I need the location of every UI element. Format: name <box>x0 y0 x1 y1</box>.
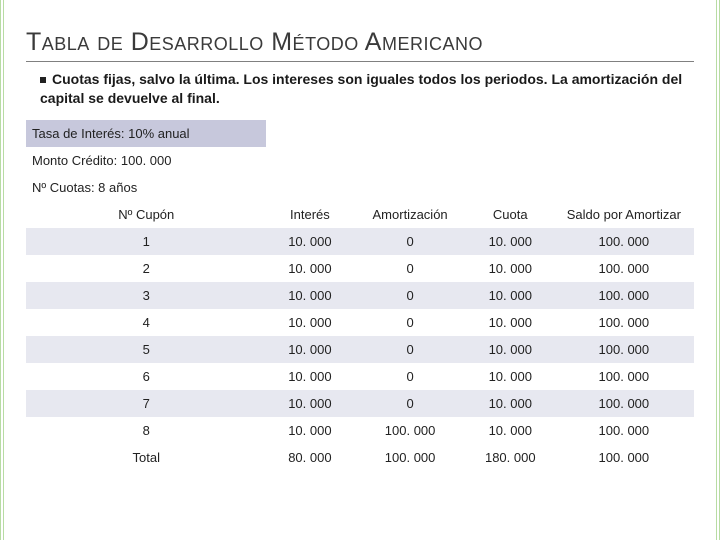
blank-cell <box>467 120 554 147</box>
table-cell: 10. 000 <box>467 390 554 417</box>
table-cell: 6 <box>26 363 266 390</box>
page-subtitle: Cuotas fijas, salvo la última. Los inter… <box>40 70 694 108</box>
table-cell: 100. 000 <box>554 228 694 255</box>
col-interes: Interés <box>266 201 353 228</box>
table-total-row: Total 80. 000 100. 000 180. 000 100. 000 <box>26 444 694 471</box>
blank-cell <box>353 174 467 201</box>
table-cell: 10. 000 <box>266 417 353 444</box>
total-interes: 80. 000 <box>266 444 353 471</box>
table-cell: 0 <box>353 336 467 363</box>
table-cell: 2 <box>26 255 266 282</box>
table-cell: 0 <box>353 282 467 309</box>
table-cell: 100. 000 <box>554 309 694 336</box>
blank-cell <box>266 147 353 174</box>
table-cell: 10. 000 <box>467 336 554 363</box>
page-title: Tabla de Desarrollo Método Americano <box>26 28 694 62</box>
table-cell: 10. 000 <box>467 255 554 282</box>
table-cell: 10. 000 <box>467 363 554 390</box>
table-cell: 8 <box>26 417 266 444</box>
table-cell: 10. 000 <box>266 255 353 282</box>
table-cell: 10. 000 <box>266 336 353 363</box>
table-cell: 1 <box>26 228 266 255</box>
meta-tasa: Tasa de Interés: 10% anual <box>26 120 266 147</box>
table-row: 210. 000010. 000100. 000 <box>26 255 694 282</box>
blank-cell <box>353 120 467 147</box>
col-cupon: Nº Cupón <box>26 201 266 228</box>
blank-cell <box>467 174 554 201</box>
meta-ncuotas: Nº Cuotas: 8 años <box>26 174 266 201</box>
blank-cell <box>266 174 353 201</box>
meta-row-tasa: Tasa de Interés: 10% anual <box>26 120 694 147</box>
bullet-icon <box>40 77 46 83</box>
table-cell: 3 <box>26 282 266 309</box>
blank-cell <box>554 147 694 174</box>
table-cell: 100. 000 <box>554 417 694 444</box>
table-cell: 10. 000 <box>467 309 554 336</box>
table-cell: 10. 000 <box>266 282 353 309</box>
total-label: Total <box>26 444 266 471</box>
table-cell: 10. 000 <box>467 417 554 444</box>
amortization-table: Tasa de Interés: 10% anual Monto Crédito… <box>26 120 694 471</box>
table-cell: 10. 000 <box>266 228 353 255</box>
total-saldo: 100. 000 <box>554 444 694 471</box>
meta-monto: Monto Crédito: 100. 000 <box>26 147 266 174</box>
table-cell: 0 <box>353 255 467 282</box>
table-cell: 7 <box>26 390 266 417</box>
meta-row-monto: Monto Crédito: 100. 000 <box>26 147 694 174</box>
table-cell: 100. 000 <box>554 282 694 309</box>
table-cell: 0 <box>353 228 467 255</box>
total-amort: 100. 000 <box>353 444 467 471</box>
subtitle-text: Cuotas fijas, salvo la última. Los inter… <box>40 71 682 106</box>
meta-row-ncuotas: Nº Cuotas: 8 años <box>26 174 694 201</box>
blank-cell <box>266 120 353 147</box>
table-row: 410. 000010. 000100. 000 <box>26 309 694 336</box>
table-row: 310. 000010. 000100. 000 <box>26 282 694 309</box>
table-cell: 0 <box>353 363 467 390</box>
table-row: 610. 000010. 000100. 000 <box>26 363 694 390</box>
table-cell: 10. 000 <box>266 363 353 390</box>
table-cell: 100. 000 <box>554 255 694 282</box>
col-saldo: Saldo por Amortizar <box>554 201 694 228</box>
table-cell: 100. 000 <box>554 336 694 363</box>
table-row: 810. 000100. 00010. 000100. 000 <box>26 417 694 444</box>
table-cell: 10. 000 <box>266 309 353 336</box>
table-cell: 5 <box>26 336 266 363</box>
blank-cell <box>353 147 467 174</box>
table-header-row: Nº Cupón Interés Amortización Cuota Sald… <box>26 201 694 228</box>
table-row: 510. 000010. 000100. 000 <box>26 336 694 363</box>
blank-cell <box>554 174 694 201</box>
table-cell: 10. 000 <box>467 282 554 309</box>
blank-cell <box>554 120 694 147</box>
col-amort: Amortización <box>353 201 467 228</box>
table-cell: 10. 000 <box>467 228 554 255</box>
table-row: 710. 000010. 000100. 000 <box>26 390 694 417</box>
table-cell: 100. 000 <box>554 390 694 417</box>
table-cell: 0 <box>353 390 467 417</box>
table-cell: 100. 000 <box>554 363 694 390</box>
table-cell: 10. 000 <box>266 390 353 417</box>
total-cuota: 180. 000 <box>467 444 554 471</box>
blank-cell <box>467 147 554 174</box>
table-cell: 100. 000 <box>353 417 467 444</box>
table-cell: 4 <box>26 309 266 336</box>
table-row: 110. 000010. 000100. 000 <box>26 228 694 255</box>
col-cuota: Cuota <box>467 201 554 228</box>
table-cell: 0 <box>353 309 467 336</box>
